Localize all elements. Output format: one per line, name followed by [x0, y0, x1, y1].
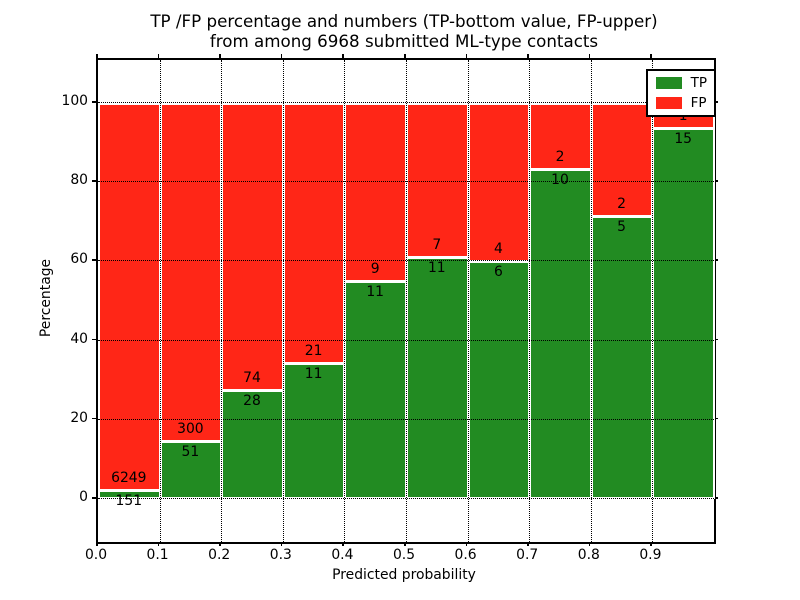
- bar-segment-tp-2: [221, 390, 284, 499]
- x-tick-label-0.4: 0.4: [331, 547, 354, 563]
- bar-segment-fp-6: [467, 103, 531, 263]
- bar-segment-fp-4: [344, 103, 407, 283]
- x-tick-label-0.5: 0.5: [392, 547, 416, 563]
- chart-title: TP /FP percentage and numbers (TP-bottom…: [96, 11, 712, 51]
- bars-layer: [98, 60, 715, 542]
- x-tick-mark-top-0.6: [465, 54, 468, 58]
- x-tick-mark-top-0.4: [342, 54, 344, 58]
- x-tick-mark-bottom-0.1: [157, 542, 160, 546]
- x-tick-mark-bottom-0.9: [650, 542, 652, 546]
- y-tick-mark-left-20: [92, 417, 96, 420]
- x-tick-mark-bottom-0.6: [465, 542, 468, 546]
- x-tick-label-0.8: 0.8: [577, 547, 600, 563]
- bar-segment-tp-8: [590, 216, 654, 499]
- y-tick-mark-left-80: [92, 180, 96, 182]
- x-tick-mark-bottom-0.5: [404, 542, 406, 546]
- y-tick-mark-left-0: [92, 497, 96, 499]
- x-tick-label-0.3: 0.3: [269, 547, 292, 563]
- x-tick-mark-bottom-0.3: [280, 542, 283, 546]
- y-tick-mark-right-40: [714, 338, 718, 341]
- x-tick-mark-top-0.5: [404, 54, 406, 58]
- y-tick-mark-left-100: [92, 101, 96, 103]
- bar-segment-fp-0: [98, 103, 161, 491]
- chart-title-line2: from among 6968 submitted ML-type contac…: [209, 31, 599, 51]
- y-tick-label-80: 80: [70, 172, 88, 189]
- bar-segment-fp-3: [282, 103, 346, 364]
- x-tick-label-0.9: 0.9: [639, 547, 662, 563]
- x-tick-mark-bottom-0.0: [96, 542, 98, 546]
- bar-segment-tp-7: [529, 169, 592, 499]
- x-tick-label-0.2: 0.2: [208, 547, 231, 563]
- y-tick-label-20: 20: [70, 409, 88, 426]
- x-tick-label-0.6: 0.6: [454, 547, 477, 563]
- x-tick-mark-bottom-0.8: [588, 542, 591, 546]
- y-tick-mark-right-80: [714, 180, 718, 182]
- y-tick-mark-right-20: [714, 417, 718, 420]
- bar-segment-tp-3: [282, 362, 346, 499]
- bar-segment-fp-7: [529, 103, 592, 170]
- y-tick-mark-right-100: [714, 101, 718, 103]
- y-tick-mark-right-60: [714, 259, 718, 261]
- legend: TP FP: [645, 69, 716, 117]
- x-tick-mark-top-0.8: [588, 54, 591, 58]
- bar-segment-tp-9: [652, 127, 715, 499]
- y-tick-label-0: 0: [79, 489, 88, 505]
- fp-color-swatch: [655, 97, 682, 109]
- x-tick-mark-top-0.3: [280, 54, 283, 58]
- bar-segment-fp-8: [590, 103, 654, 218]
- y-tick-label-40: 40: [70, 330, 88, 347]
- x-tick-label-0.1: 0.1: [146, 547, 169, 563]
- legend-label-tp: TP: [690, 75, 707, 91]
- chart-title-line1: TP /FP percentage and numbers (TP-bottom…: [150, 11, 658, 31]
- y-tick-label-60: 60: [70, 251, 88, 268]
- x-tick-label-0.0: 0.0: [84, 547, 108, 563]
- x-tick-mark-top-0.7: [527, 54, 529, 58]
- x-axis-label: Predicted probability: [332, 567, 476, 583]
- bar-segment-tp-4: [344, 281, 407, 499]
- legend-item-fp: FP: [655, 95, 707, 111]
- bar-segment-fp-5: [406, 103, 469, 258]
- y-tick-label-100: 100: [61, 93, 88, 109]
- y-tick-mark-right-0: [714, 497, 718, 499]
- tp-color-swatch: [655, 77, 682, 89]
- bar-segment-tp-6: [467, 261, 531, 499]
- x-tick-label-0.7: 0.7: [516, 547, 539, 563]
- bar-segment-tp-1: [159, 441, 223, 499]
- bar-segment-tp-0: [98, 489, 161, 499]
- y-tick-mark-left-40: [92, 338, 96, 341]
- x-tick-mark-top-0.9: [650, 54, 652, 58]
- x-tick-mark-top-0.0: [96, 54, 98, 58]
- bar-segment-fp-1: [159, 103, 223, 443]
- x-tick-mark-top-0.1: [157, 54, 160, 58]
- x-tick-mark-bottom-0.2: [219, 542, 221, 546]
- bar-segment-tp-5: [406, 257, 469, 499]
- plot-area: 624915130051742821119117114621025115 TP …: [96, 58, 716, 544]
- legend-item-tp: TP: [655, 75, 707, 91]
- y-tick-mark-left-60: [92, 259, 96, 261]
- bar-segment-fp-2: [221, 103, 284, 392]
- legend-label-fp: FP: [690, 95, 707, 111]
- x-tick-mark-top-0.2: [219, 54, 221, 58]
- x-tick-mark-bottom-0.7: [527, 542, 529, 546]
- x-tick-mark-bottom-0.4: [342, 542, 344, 546]
